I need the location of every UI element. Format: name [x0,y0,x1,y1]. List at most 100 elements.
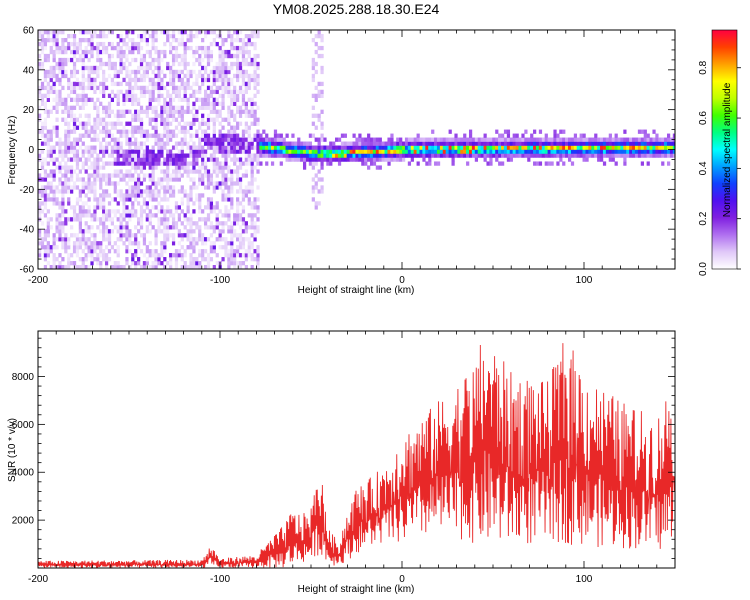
spectrogram-cell [247,109,251,114]
spectrogram-cell [640,149,644,154]
spectrogram-cell [637,145,642,150]
spectrogram-cell [169,105,173,110]
spectrogram-cell [533,129,537,134]
spectrogram-cell [209,257,214,262]
spectrogram-cell [87,229,91,234]
spectrogram-cell [297,153,301,158]
spectrogram-cell [203,101,208,106]
spectrogram-cell [148,53,152,59]
spectrogram-cell [154,129,158,134]
spectrogram-cell [262,149,266,154]
spectrogram-cell [233,117,237,122]
spectrogram-cell [608,141,612,146]
spectrogram-cell [148,133,152,138]
spectrogram-cell [206,105,211,110]
spectrogram-cell [169,77,173,83]
spectrogram-cell [55,197,59,202]
spectrogram-cell [215,85,219,91]
spectrogram-cell [617,141,621,146]
spectrogram-cell [96,169,100,174]
spectrogram-cell [358,149,362,154]
spectrogram-cell [102,165,106,170]
spectrogram-cell [151,37,155,43]
spectrogram-cell [113,125,117,130]
spectrogram-cell [157,81,161,87]
spectrogram-cell [629,141,633,146]
spectrogram-cell [125,229,129,234]
spectrogram-cell [119,225,123,230]
spectrogram-cell [107,201,112,206]
spectrogram-cell [224,73,228,79]
spectrogram-cell [160,161,164,166]
spectrogram-cell [166,225,170,230]
spectrogram-cell [137,41,141,47]
spectrogram-cell [233,161,237,166]
spectrogram-cell [209,245,214,250]
spectrogram-cell [291,157,295,162]
spectrogram-cell [171,37,176,43]
spectrogram-cell [192,121,196,126]
spectrogram-cell [99,241,103,246]
spectrogram-cell [58,233,62,238]
spectrogram-cell [180,149,184,154]
spectrogram-cell [317,53,321,59]
spectrogram-cell [501,149,505,154]
spectrogram-cell [84,85,88,91]
spectrogram-cell [189,225,193,230]
spectrogram-cell [84,149,88,154]
spectrogram-cell [224,85,228,91]
spectrogram-cell [93,197,97,202]
spectrogram-cell [93,121,97,126]
spectrogram-cell [230,197,234,202]
spectrogram-cell [329,157,333,162]
spectrogram-cell [128,177,132,182]
spectrogram-cell [137,117,141,122]
spectrogram-cell [215,73,219,79]
spectrogram-cell [215,137,219,142]
spectrogram-cell [122,133,126,138]
spectrogram-cell [93,101,97,106]
spectrogram-cell [87,37,91,43]
spectrogram-cell [262,145,266,150]
spectrogram-cell [116,53,120,59]
spectrogram-cell [49,189,53,194]
spectrogram-cell [320,177,324,182]
spectrogram-cell [218,93,222,99]
spectrogram-cell [212,157,216,162]
spectrogram-cell [166,161,170,166]
spectrogram-cell [46,85,50,91]
spectrogram-cell [43,101,48,106]
spectrogram-cell [253,77,257,83]
spectrogram-cell [49,37,53,43]
spectrogram-cell [233,30,237,35]
spectrogram-cell [58,161,62,166]
spectrogram-cell [203,53,208,59]
spectrogram-cell [565,153,569,158]
spectrogram-cell [611,137,615,142]
spectrogram-cell [93,217,97,222]
spectrogram-cell [209,137,214,142]
spectrogram-cell [58,30,62,35]
spectrogram-cell [169,41,173,47]
spectrogram-cell [134,241,138,246]
spectrogram-cell [241,197,246,202]
spectrogram-cell [233,137,237,142]
spectrogram-cell [137,77,141,83]
spectrogram-cell [244,89,248,95]
spectrogram-cell [314,149,318,154]
spectrogram-cell [163,233,167,238]
spectrogram-cell [384,149,388,154]
spectrogram-cell [230,229,234,234]
spectrogram-cell [125,237,129,242]
spectrogram-cell [337,153,342,158]
spectrogram-cell [131,101,135,106]
spectrogram-cell [134,249,138,254]
spectrogram-cell [544,145,548,150]
spectrogram-cell [38,53,42,59]
spectrogram-cell [192,237,196,242]
spectrogram-cell [61,97,65,102]
spectrogram-cell [230,125,234,130]
spectrogram-cell [93,257,97,262]
spectrogram-cell [457,137,461,142]
spectrogram-cell [236,221,240,226]
